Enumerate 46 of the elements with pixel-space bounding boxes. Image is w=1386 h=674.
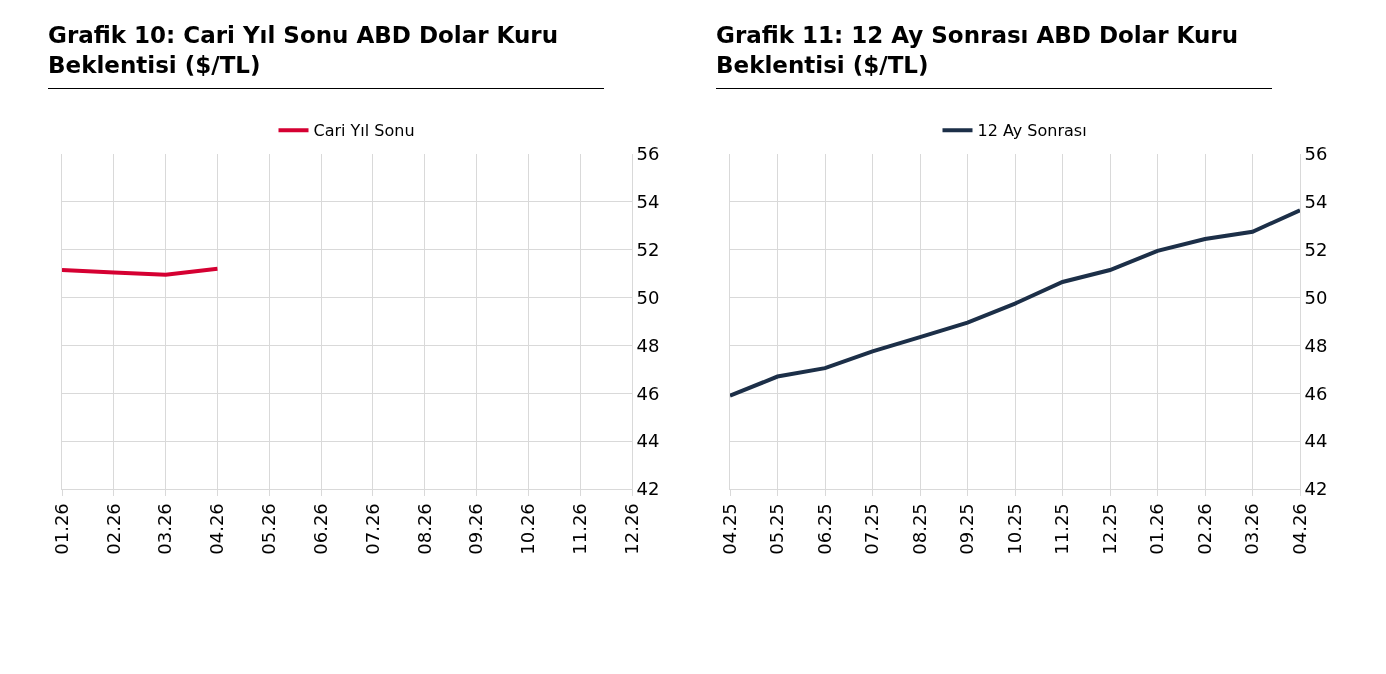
y-tick-label: 56 (636, 143, 660, 165)
line-series (730, 208, 1300, 398)
y-tick-label: 42 (1304, 478, 1328, 500)
y-tick-label: 48 (636, 334, 660, 356)
x-tick-label: 07.25 (861, 503, 883, 555)
x-tick-label: 08.26 (413, 503, 435, 555)
y-tick-label: 46 (636, 382, 660, 404)
x-tick-label: 05.25 (766, 503, 788, 555)
legend-label: Cari Yıl Sonu (313, 121, 415, 141)
x-tick-label: 10.25 (1003, 503, 1025, 555)
y-tick-label: 44 (1304, 430, 1328, 452)
y-tick-label: 52 (1304, 239, 1328, 261)
x-tick-label: 12.26 (620, 503, 642, 555)
x-tick-label: 05.26 (258, 503, 280, 555)
x-tick-label: 08.25 (908, 503, 930, 555)
x-tick-label: 12.25 (1098, 503, 1120, 555)
x-tick-label: 09.25 (956, 503, 978, 555)
y-tick-label: 42 (636, 478, 660, 500)
chart-title: Grafik 11: 12 Ay Sonrası ABD Dolar Kuru Beklentisi ($/TL) (716, 20, 1272, 89)
x-tick-label: 11.26 (569, 503, 591, 555)
y-tick-label: 56 (1304, 143, 1328, 165)
x-tick-label: 02.26 (1193, 503, 1215, 555)
y-tick-label: 52 (636, 239, 660, 261)
y-tick-label: 54 (636, 191, 660, 213)
y-tick-label: 50 (1304, 286, 1328, 308)
legend-label: 12 Ay Sonrası (977, 121, 1087, 141)
x-tick-label: 02.26 (102, 503, 124, 555)
y-tick-label: 48 (1304, 334, 1328, 356)
x-tick-label: 04.25 (718, 503, 740, 555)
x-tick-label: 06.26 (309, 503, 331, 555)
x-tick-label: 07.26 (361, 503, 383, 555)
x-tick-label: 11.25 (1051, 503, 1073, 555)
x-tick-label: 06.25 (813, 503, 835, 555)
x-tick-label: 01.26 (1146, 503, 1168, 555)
x-tick-label: 04.26 (1288, 503, 1310, 555)
x-tick-label: 01.26 (50, 503, 72, 555)
y-tick-label: 54 (1304, 191, 1328, 213)
y-tick-label: 44 (636, 430, 660, 452)
y-tick-label: 46 (1304, 382, 1328, 404)
x-tick-label: 03.26 (154, 503, 176, 555)
x-tick-label: 10.26 (517, 503, 539, 555)
y-tick-label: 50 (636, 286, 660, 308)
x-tick-label: 04.26 (206, 503, 228, 555)
chart-title: Grafik 10: Cari Yıl Sonu ABD Dolar Kuru Beklentisi ($/TL) (48, 20, 604, 89)
x-tick-label: 09.26 (465, 503, 487, 555)
x-tick-label: 03.26 (1241, 503, 1263, 555)
